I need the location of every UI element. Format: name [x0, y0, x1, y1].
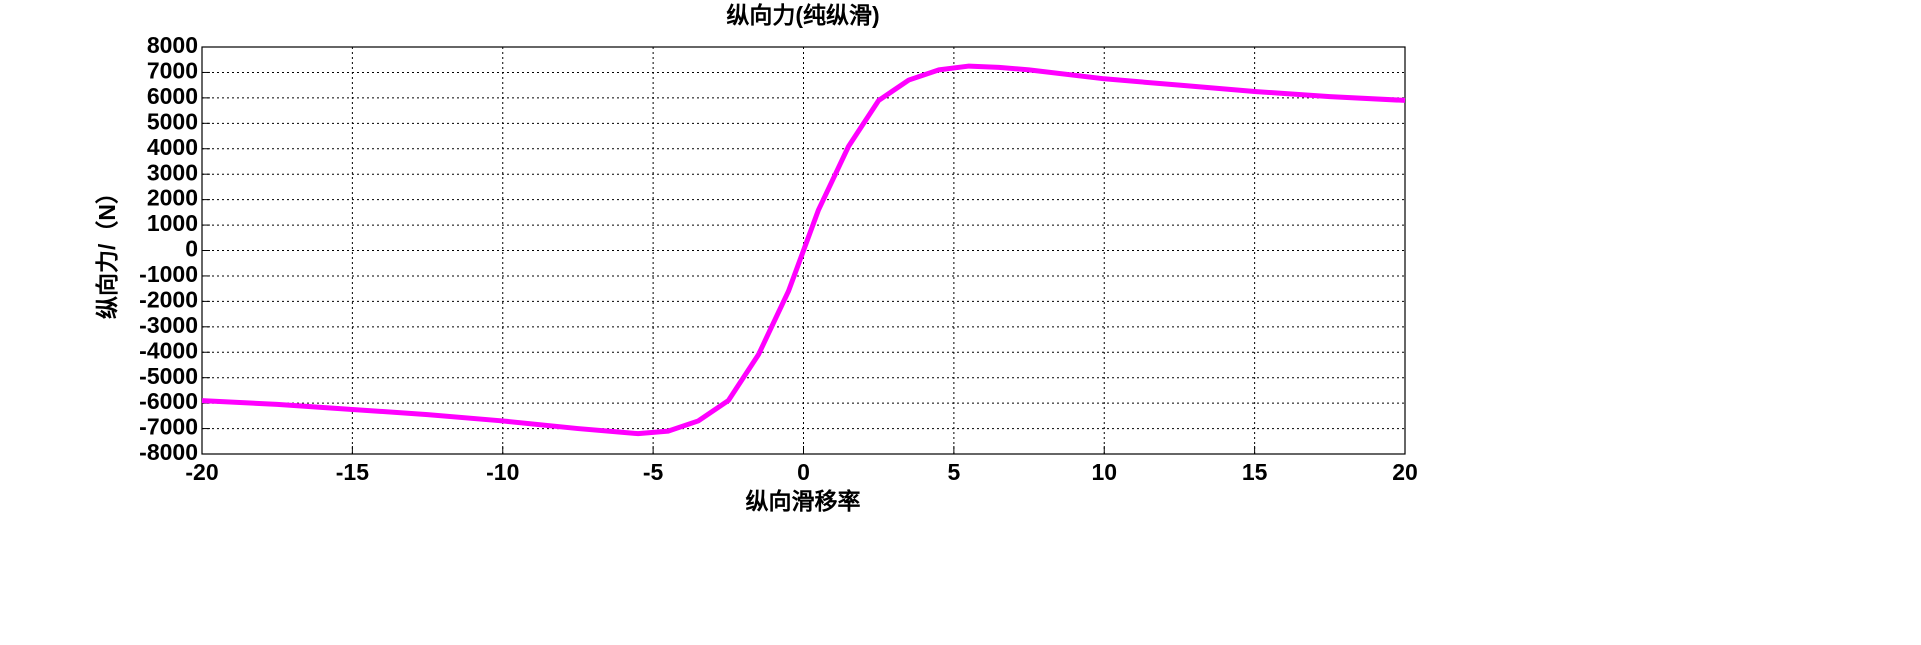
- x-tick-label: 5: [947, 459, 960, 485]
- y-axis-label: 纵向力/（N）: [94, 181, 120, 319]
- x-tick-label: -20: [185, 459, 218, 485]
- x-tick-label: -10: [486, 459, 519, 485]
- data-line: [201, 63, 1406, 437]
- y-tick-label: 4000: [147, 134, 198, 160]
- y-tick-label: 3000: [147, 159, 198, 185]
- y-tick-label: -5000: [139, 363, 198, 389]
- x-axis-label: 纵向滑移率: [746, 488, 861, 514]
- x-tick-label: -5: [643, 459, 664, 485]
- y-tick-label: 5000: [147, 108, 198, 134]
- y-tick-label: -7000: [139, 414, 198, 440]
- x-tick-label: 10: [1091, 459, 1117, 485]
- x-tick-label: 15: [1242, 459, 1268, 485]
- y-tick-label: -4000: [139, 337, 198, 363]
- y-tick-label: 6000: [147, 83, 198, 109]
- y-tick-label: -8000: [139, 439, 198, 465]
- y-tick-label: -1000: [139, 261, 198, 287]
- x-tick-label: 0: [797, 459, 810, 485]
- x-tick-label: 20: [1392, 459, 1418, 485]
- x-tick-label: -15: [336, 459, 369, 485]
- y-tick-label: 0: [185, 236, 198, 262]
- chart-title: 纵向力(纯纵滑): [726, 2, 879, 28]
- y-tick-label: 2000: [147, 185, 198, 211]
- y-tick-label: 8000: [147, 32, 198, 58]
- y-tick-label: -3000: [139, 312, 198, 338]
- y-tick-label: -6000: [139, 388, 198, 414]
- y-tick-label: 7000: [147, 58, 198, 84]
- y-tick-label: 1000: [147, 210, 198, 236]
- axes-frame: [201, 46, 1406, 455]
- y-tick-label: -2000: [139, 286, 198, 312]
